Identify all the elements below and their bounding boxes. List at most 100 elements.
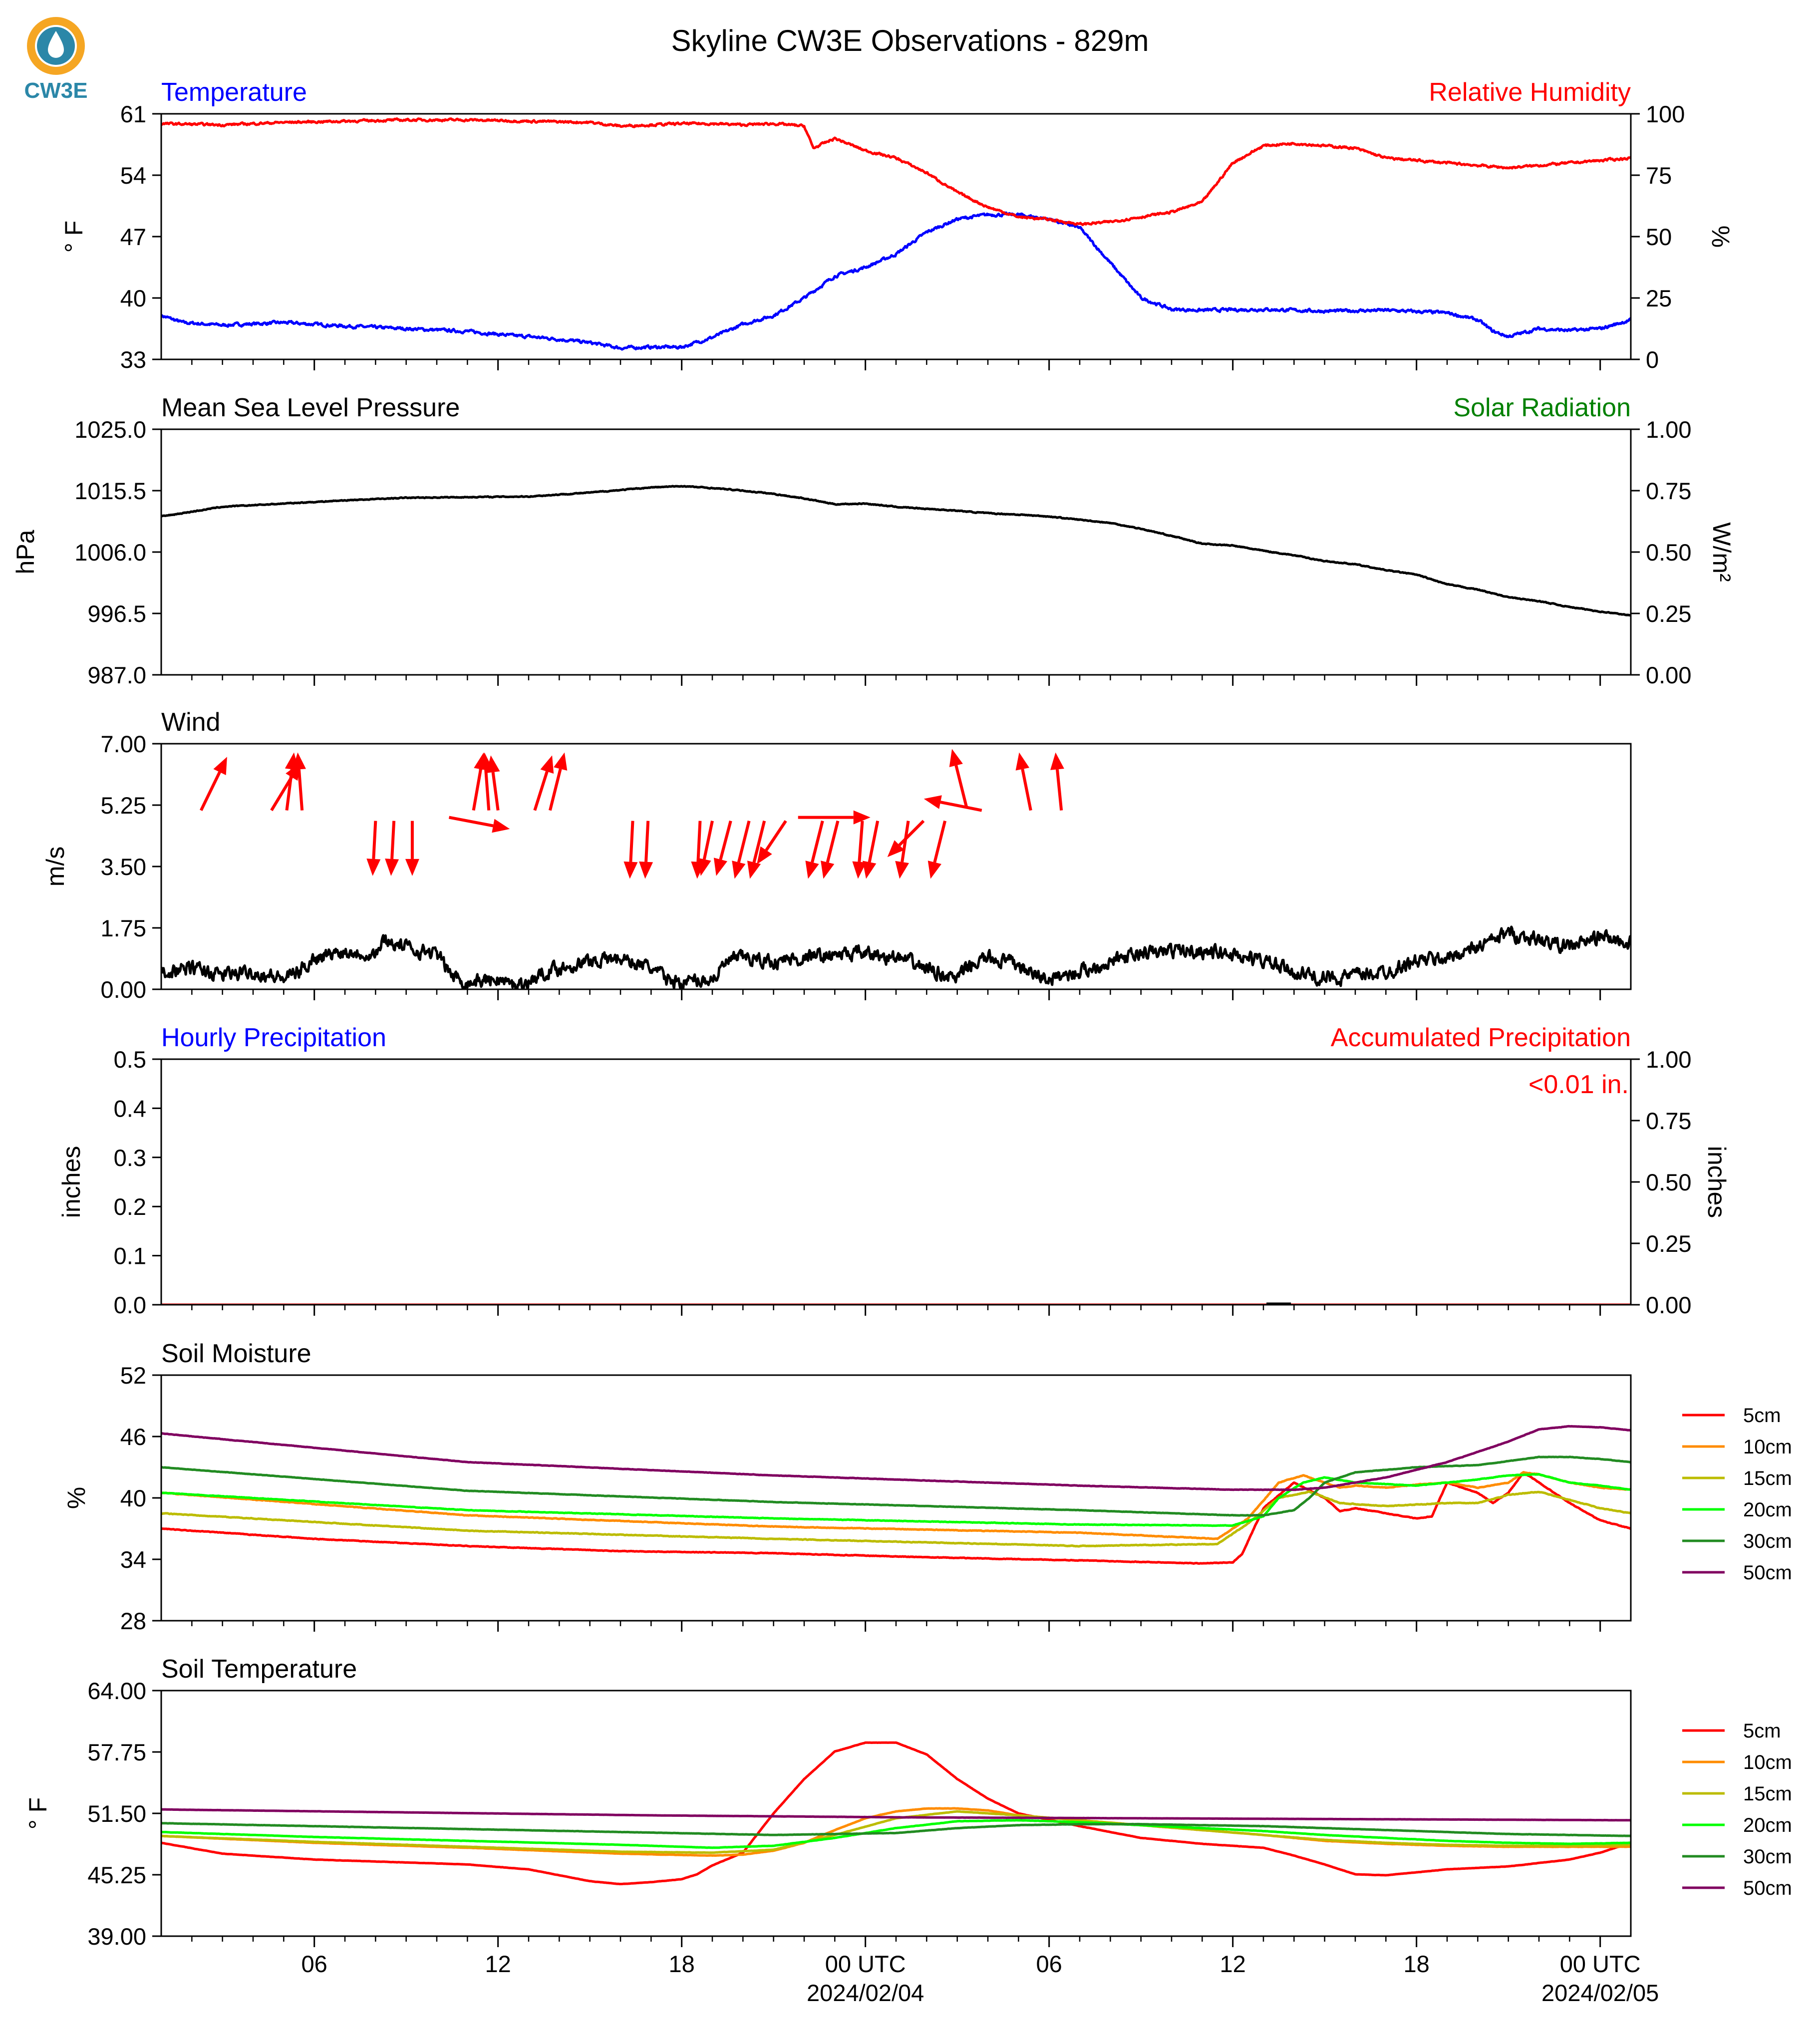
soil_moisture-legend: 5cm 10cm 15cm 20cm 30cm 50cm xyxy=(1682,1405,1792,1584)
wind-arrow-shaft xyxy=(901,821,910,863)
soil_temperature-series-30cm xyxy=(161,1822,1631,1837)
soil_moisture-legend-label: 30cm xyxy=(1743,1530,1792,1552)
soil_moisture-ytick-label: 28 xyxy=(120,1608,146,1634)
wind-arrow-head xyxy=(949,749,963,767)
wind-arrow xyxy=(200,757,227,811)
wind-arrow-shaft xyxy=(297,769,304,811)
pressure-series-left-0 xyxy=(161,485,1631,617)
wind-arrow-head xyxy=(554,752,568,771)
wind-arrow-shaft xyxy=(752,820,766,863)
soil_moisture-legend-label: 50cm xyxy=(1743,1562,1792,1584)
wind-arrow-head xyxy=(895,861,910,879)
figure-title: Skyline CW3E Observations - 829m xyxy=(671,24,1149,57)
wind-arrow-head xyxy=(757,846,772,865)
temp_rh-series-left-0 xyxy=(161,211,1631,351)
wind-arrow xyxy=(757,820,787,865)
panel-pressure: Mean Sea Level Pressure Solar Radiation 10… xyxy=(11,393,1736,688)
soil_moisture-title-left: Soil Moisture xyxy=(161,1339,311,1368)
wind-arrow xyxy=(821,820,840,879)
soil_temperature-legend-label: 5cm xyxy=(1743,1720,1781,1742)
wind-arrow-shaft xyxy=(390,821,396,860)
wind-arrow-head xyxy=(862,861,877,879)
pressure-series-group xyxy=(161,485,1631,617)
wind-arrow-shaft xyxy=(200,771,221,811)
soil_temperature-legend-label: 15cm xyxy=(1743,1783,1792,1805)
wind-arrow xyxy=(732,820,751,879)
wind-arrow-shaft xyxy=(933,820,947,863)
precip-y2tick-label: 0.00 xyxy=(1646,1292,1691,1318)
wind-arrow xyxy=(713,820,732,876)
wind-ytick-label: 0.00 xyxy=(101,976,146,1003)
wind-arrow-shaft xyxy=(372,821,377,860)
logo-ring-icon xyxy=(27,17,85,75)
logo-text: CW3E xyxy=(24,78,87,103)
wind-arrow-shaft xyxy=(858,821,864,862)
soil_temperature-series-group xyxy=(161,1741,1631,1886)
wind-arrow xyxy=(405,821,419,876)
soil_moisture-series-20cm xyxy=(161,1473,1631,1527)
temp_rh-ytick-label: 33 xyxy=(120,346,146,373)
wind-arrow-shaft xyxy=(1055,769,1063,811)
soil_moisture-series-group xyxy=(161,1425,1631,1565)
temp_rh-y2tick-label: 100 xyxy=(1646,101,1685,127)
precip-ytick-label: 0.1 xyxy=(114,1243,146,1269)
x-date-label: 2024/02/04 xyxy=(807,1980,924,2006)
temp_rh-ytick-label: 54 xyxy=(120,162,146,189)
chart-panels: Temperature Relative Humidity 61 54 47 40 33 10… xyxy=(11,78,1792,2006)
wind-arrow-head xyxy=(1050,752,1064,770)
wind-arrow-shaft xyxy=(1021,769,1032,811)
soil_temperature-ytick-label: 64.00 xyxy=(87,1678,146,1704)
x-tick-label: 18 xyxy=(1404,1951,1430,1977)
x-tick-label: 06 xyxy=(302,1951,327,1977)
temp_rh-y2tick-label: 25 xyxy=(1646,285,1672,311)
temp_rh-ytick-label: 40 xyxy=(120,285,146,311)
wind-arrow-head xyxy=(486,755,500,773)
precip-ylabel: inches xyxy=(57,1146,85,1218)
pressure-y2label: W/m² xyxy=(1708,522,1736,581)
precip-y2label: inches xyxy=(1703,1146,1731,1218)
soil_moisture-ytick-label: 46 xyxy=(120,1424,146,1450)
wind-arrow xyxy=(862,821,880,879)
wind-arrow-head xyxy=(385,859,399,876)
pressure-ytick-label: 1025.0 xyxy=(74,416,146,443)
precip-y2tick-label: 1.00 xyxy=(1646,1046,1691,1073)
x-tick-label: 00 UTC xyxy=(825,1951,906,1977)
pressure-y2tick-label: 0.00 xyxy=(1646,662,1691,688)
soil_temperature-ylabel: ° F xyxy=(24,1797,52,1829)
precip-y2tick-label: 0.25 xyxy=(1646,1230,1691,1257)
precip-y2tick-label: 0.50 xyxy=(1646,1169,1691,1195)
wind-arrow xyxy=(639,821,653,879)
wind-arrow-shaft xyxy=(702,821,714,860)
wind-arrow-shaft xyxy=(448,816,494,828)
wind-arrow xyxy=(887,820,925,858)
precip-ytick-label: 0.4 xyxy=(114,1095,146,1122)
wind-arrow-shaft xyxy=(811,820,824,863)
wind-arrow-head xyxy=(732,861,746,879)
wind-arrow-shaft xyxy=(940,801,982,812)
x-tick-label: 06 xyxy=(1036,1951,1062,1977)
wind-arrow-head xyxy=(366,859,381,876)
soil_moisture-ytick-label: 34 xyxy=(120,1546,146,1573)
temp_rh-y2tick-label: 75 xyxy=(1646,162,1672,189)
pressure-ytick-label: 1006.0 xyxy=(74,539,146,566)
soil_temperature-ytick-label: 51.50 xyxy=(87,1800,146,1827)
wind-arrow-head xyxy=(492,819,510,833)
wind-arrow xyxy=(805,820,824,879)
panel-temp_rh: Temperature Relative Humidity 61 54 47 40 33 10… xyxy=(60,78,1735,373)
wind-arrow-head xyxy=(405,859,419,876)
wind-arrow-head xyxy=(639,861,653,879)
pressure-y2tick-label: 1.00 xyxy=(1646,416,1691,443)
x-axis-labels: 06 12 18 00 UTC 06 12 18 00 UTC 2024/02/04 2024/0… xyxy=(302,1951,1659,2006)
wind-arrow-head xyxy=(852,861,867,879)
wind-arrow xyxy=(486,755,500,811)
wind-arrow xyxy=(549,752,568,811)
wind-arrows xyxy=(200,749,1064,879)
wind-arrow-shaft xyxy=(737,820,751,863)
wind-title-left: Wind xyxy=(161,708,220,737)
temp_rh-y2label: % xyxy=(1707,226,1735,248)
x-date-label: 2024/02/05 xyxy=(1541,1980,1659,2006)
pressure-ytick-label: 987.0 xyxy=(87,662,146,688)
temp_rh-y2tick-label: 0 xyxy=(1646,346,1659,373)
wind-arrow xyxy=(366,821,381,876)
